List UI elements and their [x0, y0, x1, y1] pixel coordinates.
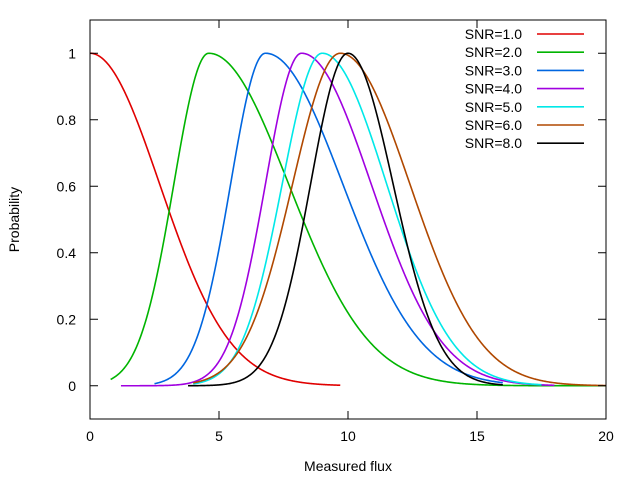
series-line-5 — [193, 52, 542, 386]
y-tick-label: 0 — [68, 378, 76, 394]
legend-label: SNR=6.0 — [465, 117, 522, 133]
legend-label: SNR=3.0 — [465, 62, 522, 78]
legend-label: SNR=1.0 — [465, 26, 522, 42]
x-tick-label: 15 — [469, 428, 485, 444]
series-line-6 — [193, 52, 607, 387]
y-tick-label: 0.4 — [57, 245, 77, 261]
series-line-3 — [154, 52, 503, 385]
y-tick-label: 0.2 — [57, 311, 77, 327]
x-tick-label: 5 — [215, 428, 223, 444]
y-axis-label: Probability — [6, 187, 22, 252]
x-tick-label: 10 — [340, 428, 356, 444]
legend-label: SNR=2.0 — [465, 44, 522, 60]
series-layer — [89, 52, 607, 387]
legend: SNR=1.0 SNR=2.0 SNR=3.0 SNR=4.0 SNR=5.0 SNR=6… — [465, 26, 584, 151]
legend-label: SNR=5.0 — [465, 99, 522, 115]
ticks-layer: 0 5 10 15 20 0 0.2 0.4 0.6 0.8 1 — [57, 20, 614, 444]
series-line-2 — [110, 52, 606, 387]
y-tick-label: 1 — [68, 45, 76, 61]
legend-label: SNR=8.0 — [465, 135, 522, 151]
legend-label: SNR=4.0 — [465, 81, 522, 97]
y-tick-label: 0.8 — [57, 112, 77, 128]
series-line-1 — [89, 52, 341, 387]
y-tick-label: 0.6 — [57, 178, 77, 194]
x-tick-label: 0 — [86, 428, 94, 444]
x-axis-label: Measured flux — [304, 458, 392, 474]
series-line-7 — [187, 52, 503, 387]
x-tick-label: 20 — [598, 428, 614, 444]
